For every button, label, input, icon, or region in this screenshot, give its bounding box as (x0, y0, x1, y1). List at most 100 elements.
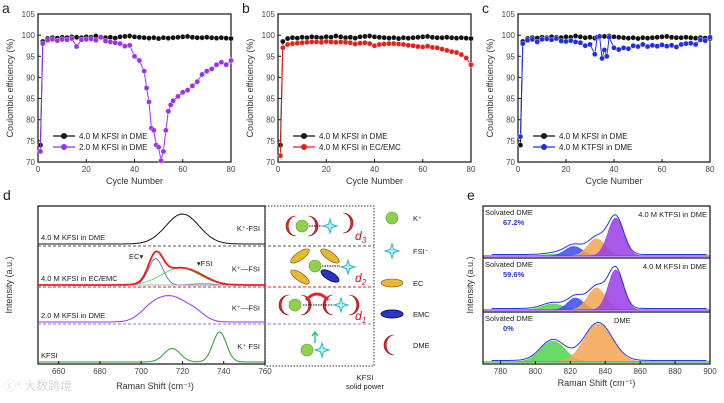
x-tick-label: 700 (135, 367, 149, 376)
data-point (107, 39, 114, 45)
data-point (688, 40, 694, 46)
data-point (165, 35, 172, 41)
schematic-frame (264, 205, 375, 367)
ec-molecule-icon (290, 248, 310, 264)
data-point (73, 34, 80, 41)
fit-component (131, 282, 233, 286)
annotation-fsi: ▾FSI (197, 259, 212, 268)
solvated-dme-value: 67.2% (503, 218, 525, 227)
legend-marker (301, 133, 307, 139)
x-tick-label: 20 (562, 165, 571, 174)
data-point (529, 36, 536, 43)
data-point (395, 41, 402, 47)
x-tick-label: 660 (52, 367, 66, 376)
data-point (102, 38, 109, 44)
trace-label: DME (614, 316, 631, 325)
data-point (439, 34, 445, 41)
solvated-dme-label: Solvated DME (485, 208, 533, 217)
x-tick-label: 0 (36, 165, 41, 174)
trace-label: KFSI (41, 351, 58, 360)
data-point (150, 127, 157, 134)
data-point (337, 39, 344, 45)
spectrum-envelope (491, 214, 707, 255)
data-point (517, 142, 524, 148)
data-point (97, 34, 104, 41)
y-axis-label: Coulombic efficiency (%) (5, 39, 15, 138)
panel-label: c (482, 0, 489, 16)
data-point (563, 38, 569, 45)
data-point (40, 40, 46, 47)
data-point (155, 35, 162, 42)
data-point (199, 71, 205, 78)
data-point (616, 34, 622, 41)
data-point (333, 39, 339, 46)
data-point (289, 34, 296, 41)
annotation-ec: EC▾ (129, 252, 143, 261)
data-point (386, 40, 392, 47)
data-point (468, 35, 474, 42)
x-tick-label: 40 (130, 165, 139, 174)
x-tick-label: 0 (516, 165, 521, 174)
data-point (328, 39, 334, 45)
panel-label: a (2, 0, 10, 16)
data-point (688, 34, 694, 41)
data-point (117, 40, 123, 47)
data-point (678, 41, 685, 48)
data-point (376, 34, 383, 41)
data-point (424, 43, 431, 49)
data-point (366, 40, 373, 47)
data-point (308, 34, 315, 40)
y-tick-label: 85 (26, 95, 35, 104)
data-point (620, 34, 627, 41)
data-point (448, 48, 455, 55)
panel-c: c 70 75 80 85 90 95 100 105 0 20 40 60 80 Cycle Number… (482, 0, 715, 186)
data-point (400, 41, 407, 48)
data-point (59, 36, 65, 43)
data-point (299, 39, 305, 46)
series-line-0 (39, 35, 232, 146)
distance-label: d1 (355, 309, 366, 325)
data-point (429, 34, 436, 41)
data-point (649, 42, 656, 49)
spectrum-envelope (491, 265, 707, 309)
data-point (194, 78, 201, 85)
data-point (659, 42, 665, 48)
data-point (304, 34, 310, 41)
data-point (167, 102, 174, 108)
data-point (553, 35, 560, 42)
data-point (68, 35, 75, 42)
distance-subscript: 1 (362, 316, 366, 325)
data-point (664, 43, 670, 49)
data-point (160, 34, 167, 41)
data-point (453, 49, 460, 56)
y-tick-label: 80 (266, 116, 275, 125)
y-tick-label: 75 (26, 137, 35, 146)
data-point (434, 45, 441, 51)
x-axis-label: Raman Shift (cm⁻¹) (116, 381, 194, 391)
data-point (189, 34, 196, 41)
data-point (640, 34, 646, 41)
data-point (517, 133, 524, 140)
data-point (453, 35, 460, 41)
data-point (163, 127, 169, 134)
data-point (223, 61, 229, 68)
x-tick-label: 60 (418, 165, 427, 174)
data-point (107, 34, 114, 41)
spectrum-line (38, 213, 265, 245)
x-tick-label: 820 (564, 367, 578, 376)
data-point (405, 42, 412, 49)
legend-label-fsi-anion: FSI⁻ (413, 247, 429, 256)
data-point (112, 39, 118, 46)
data-point (616, 46, 622, 53)
data-point (208, 34, 215, 41)
series-line-1 (519, 35, 711, 137)
ec-molecule-icon (320, 248, 340, 264)
y-tick-label: 75 (266, 137, 275, 146)
solvated-dme-label: Solvated DME (485, 260, 533, 269)
data-point (362, 39, 368, 46)
data-point (640, 41, 646, 48)
data-point (213, 61, 220, 68)
bond-label: K⁺—FSI (232, 304, 260, 313)
dme-molecule-icon (307, 215, 319, 237)
data-point (599, 55, 605, 62)
